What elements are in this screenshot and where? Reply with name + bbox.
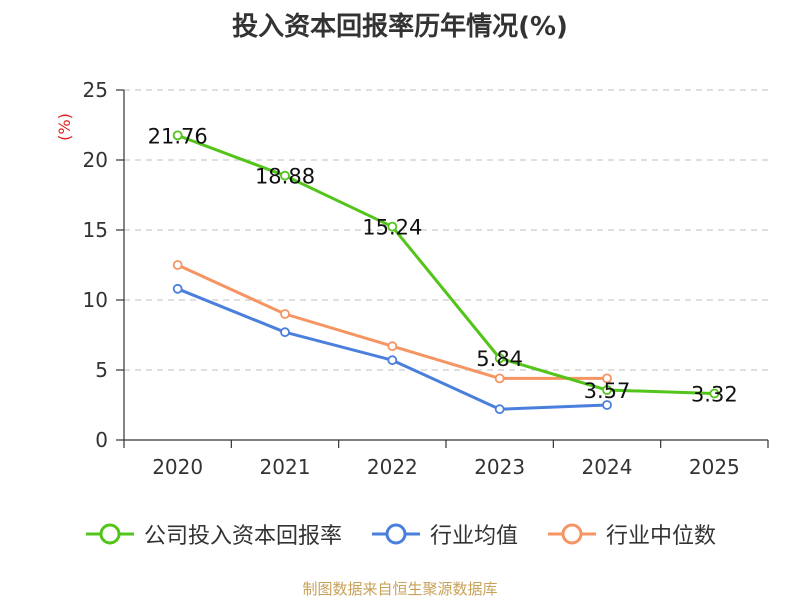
data-point-0 <box>172 130 183 141</box>
legend-label-industry-median: 行业中位数 <box>606 524 717 549</box>
x-tick-label: 2021 <box>260 455 311 479</box>
legend-swatch-icon <box>548 523 596 545</box>
data-point-2 <box>602 373 612 384</box>
data-label: 18.88 <box>255 165 315 189</box>
y-tick-label: 10 <box>83 288 108 312</box>
data-point-0 <box>602 385 612 395</box>
data-point-2 <box>494 373 505 384</box>
x-tick-label: 2024 <box>582 455 633 479</box>
data-point-0 <box>494 353 505 364</box>
data-point-0 <box>709 388 720 399</box>
data-label: 15.24 <box>362 216 422 240</box>
data-point-1 <box>602 400 612 410</box>
y-tick-label: 20 <box>83 148 108 172</box>
source-note: 制图数据来自恒生聚源数据库 <box>302 580 498 598</box>
y-tick-label: 25 <box>83 78 108 102</box>
legend-item-industry-mean[interactable]: 行业均值 <box>370 518 518 550</box>
data-label: 5.84 <box>476 347 523 371</box>
legend-label-company: 公司投入资本回报率 <box>143 524 342 549</box>
series-line-0 <box>177 133 715 396</box>
chart-title: 投入资本回报率历年情况(%) <box>232 12 568 42</box>
legend: 公司投入资本回报率 行业均值 行业中位数 <box>0 518 800 550</box>
x-tick-label: 2023 <box>474 455 525 479</box>
data-point-0 <box>387 221 398 232</box>
legend-item-company[interactable]: 公司投入资本回报率 <box>84 518 342 550</box>
data-label: 3.32 <box>691 383 738 407</box>
data-label: 21.76 <box>148 124 208 148</box>
data-point-1 <box>280 327 290 338</box>
x-tick-label: 2020 <box>152 455 203 479</box>
x-tick-label: 2025 <box>689 455 740 479</box>
data-point-1 <box>494 404 505 415</box>
data-point-2 <box>280 309 290 319</box>
data-label: 3.57 <box>584 379 631 403</box>
legend-swatch-icon <box>371 523 420 545</box>
y-tick-label: 0 <box>95 428 108 452</box>
data-point-0 <box>280 170 290 181</box>
legend-label-industry-mean: 行业均值 <box>429 524 518 549</box>
data-point-1 <box>172 283 183 294</box>
x-tick-label: 2022 <box>367 455 418 479</box>
y-axis-unit-label: (%) <box>55 113 74 141</box>
legend-swatch-icon <box>85 523 134 545</box>
y-tick-label: 5 <box>95 358 108 382</box>
y-tick-label: 15 <box>83 218 108 242</box>
data-point-1 <box>387 355 398 366</box>
legend-item-industry-median[interactable]: 行业中位数 <box>546 518 716 550</box>
data-point-2 <box>387 341 398 352</box>
data-point-2 <box>172 260 183 270</box>
